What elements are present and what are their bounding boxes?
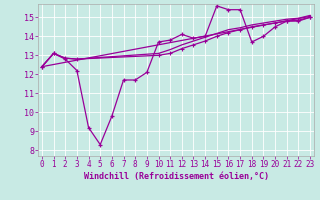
X-axis label: Windchill (Refroidissement éolien,°C): Windchill (Refroidissement éolien,°C) <box>84 172 268 181</box>
